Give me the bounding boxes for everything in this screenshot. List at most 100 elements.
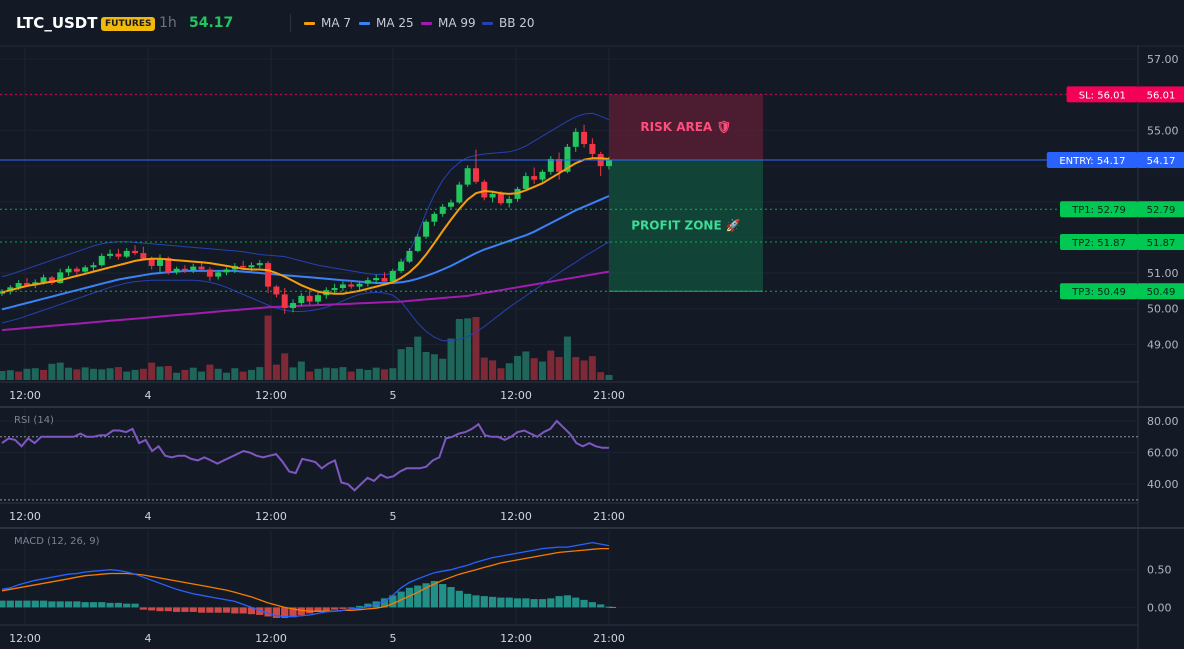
candle-body bbox=[556, 158, 563, 172]
candle-body bbox=[497, 193, 504, 204]
legend-ma7-swatch bbox=[304, 21, 315, 25]
volume-bar bbox=[563, 336, 571, 380]
volume-bar bbox=[206, 364, 214, 380]
price-axis-label: 50.00 bbox=[1147, 303, 1179, 316]
macd-histogram-bar bbox=[64, 601, 73, 608]
legend-bb20-label: BB 20 bbox=[499, 16, 535, 30]
macd-histogram-bar bbox=[164, 607, 172, 612]
macd-histogram-bar bbox=[73, 601, 81, 608]
macd-histogram-bar bbox=[497, 597, 505, 608]
macd-histogram-bar bbox=[148, 607, 156, 611]
rsi-line bbox=[1, 419, 609, 492]
candle-body bbox=[140, 253, 147, 259]
macd-histogram-bar bbox=[538, 599, 547, 608]
macd-histogram-bar bbox=[322, 607, 330, 612]
volume-bar bbox=[555, 357, 563, 380]
candle-body bbox=[423, 221, 430, 237]
volume-bar bbox=[181, 369, 189, 380]
time-axis-label: 4 bbox=[145, 389, 152, 402]
candle-body bbox=[489, 193, 496, 198]
candle-body bbox=[223, 269, 230, 273]
macd-histogram-bar bbox=[114, 602, 123, 608]
macd-histogram-bar bbox=[414, 585, 422, 608]
volume-bar bbox=[239, 371, 247, 380]
macd-histogram-bar bbox=[555, 596, 563, 608]
legend-ma99[interactable]: MA 99 bbox=[421, 16, 476, 30]
volume-bar bbox=[81, 367, 89, 380]
rsi-axis-label: 80.00 bbox=[1147, 415, 1179, 428]
price-axis-label: 55.00 bbox=[1147, 124, 1179, 137]
macd-histogram-bar bbox=[364, 603, 372, 608]
volume-bar bbox=[173, 372, 181, 380]
price-axis-label: 49.00 bbox=[1147, 338, 1179, 351]
macd-signal-line bbox=[1, 547, 609, 612]
candle-body bbox=[181, 268, 188, 271]
entry-level-label: ENTRY: 54.17 bbox=[1059, 156, 1125, 167]
candle-body bbox=[273, 286, 280, 295]
candle-body bbox=[23, 283, 30, 286]
ma25-line bbox=[1, 195, 610, 311]
candle-body bbox=[156, 258, 163, 266]
volume-bar bbox=[65, 367, 73, 380]
macd-histogram-bar bbox=[505, 597, 513, 608]
macd-histogram-bar bbox=[214, 607, 222, 613]
volume-bar bbox=[597, 372, 605, 380]
time-axis-label: 5 bbox=[390, 632, 397, 645]
time-axis-label: 4 bbox=[145, 510, 152, 523]
tp-price-tag-box bbox=[1138, 234, 1184, 251]
volume-bar bbox=[530, 358, 538, 380]
candle-body bbox=[256, 263, 263, 266]
volume-bar bbox=[106, 368, 114, 380]
entry-price-tag-box bbox=[1138, 152, 1184, 169]
candle-body bbox=[531, 176, 538, 180]
macd-histogram-bar bbox=[264, 607, 272, 617]
macd-histogram-bar bbox=[472, 595, 480, 608]
macd-histogram-bar bbox=[430, 581, 438, 608]
sl-price-tag: 56.01 bbox=[1147, 90, 1176, 101]
candle-body bbox=[281, 294, 288, 308]
symbol-title: LTC_USDT bbox=[16, 14, 98, 32]
macd-histogram-bar bbox=[422, 583, 430, 608]
volume-bar bbox=[588, 356, 596, 380]
legend-ma25-label: MA 25 bbox=[376, 16, 414, 30]
candle-body bbox=[506, 198, 513, 204]
candle-body bbox=[348, 284, 355, 287]
timeframe-label[interactable]: 1h bbox=[159, 15, 177, 31]
rsi-axis-label: 60.00 bbox=[1147, 447, 1179, 460]
candle-body bbox=[215, 272, 222, 277]
legend-ma25[interactable]: MA 25 bbox=[359, 16, 414, 30]
tp-price-tag: 51.87 bbox=[1147, 238, 1176, 249]
volume-bar bbox=[322, 367, 330, 380]
volume-bar bbox=[40, 369, 48, 380]
candle-body bbox=[472, 168, 479, 182]
macd-histogram-bar bbox=[405, 587, 414, 608]
tp-level-label: TP3: 50.49 bbox=[1071, 287, 1126, 298]
macd-histogram-bar bbox=[181, 607, 189, 612]
macd-histogram-bar bbox=[0, 600, 6, 608]
volume-bar bbox=[198, 371, 206, 380]
header-divider bbox=[290, 14, 291, 32]
macd-histogram-bar bbox=[39, 600, 48, 608]
sl-level-label: SL: 56.01 bbox=[1079, 90, 1126, 101]
macd-histogram-bar bbox=[231, 607, 239, 614]
macd-histogram-bar bbox=[306, 607, 314, 614]
tp-level-label: TP1: 52.79 bbox=[1071, 205, 1126, 216]
candle-body bbox=[406, 250, 413, 262]
ma7-line bbox=[1, 157, 610, 295]
candle-body bbox=[581, 131, 588, 144]
legend-bb20[interactable]: BB 20 bbox=[482, 16, 535, 30]
legend-ma25-swatch bbox=[359, 21, 370, 25]
macd-histogram-bar bbox=[247, 607, 256, 615]
volume-bar bbox=[89, 368, 97, 380]
legend-ma7[interactable]: MA 7 bbox=[304, 16, 351, 30]
candle-body bbox=[539, 171, 546, 180]
candle-body bbox=[290, 302, 297, 308]
candle-body bbox=[464, 168, 471, 185]
macd-histogram-bar bbox=[580, 599, 588, 608]
macd-histogram-bar bbox=[81, 602, 89, 608]
volume-bar bbox=[514, 355, 522, 380]
time-axis-label: 5 bbox=[390, 389, 397, 402]
volume-bar bbox=[547, 350, 555, 380]
candle-body bbox=[547, 158, 554, 172]
